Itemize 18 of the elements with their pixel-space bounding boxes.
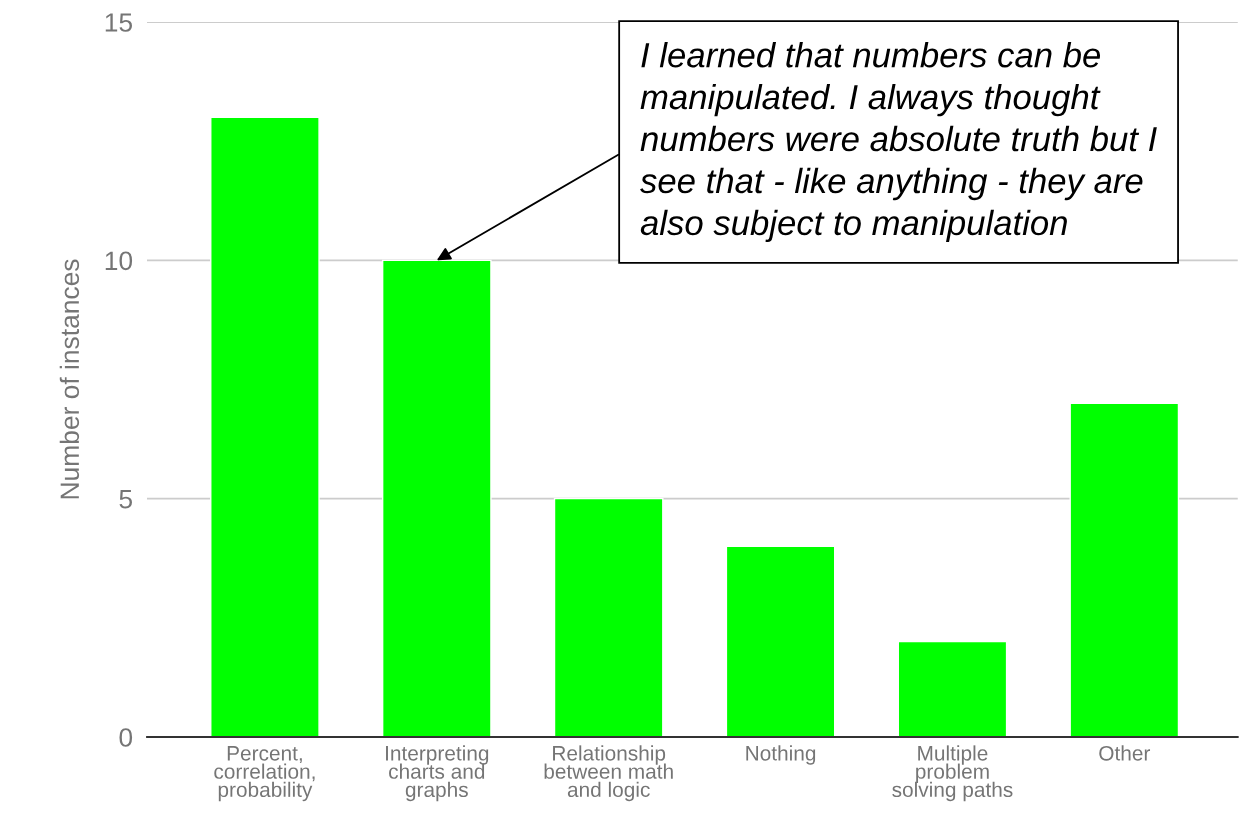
- y-tick-label: 10: [105, 251, 133, 271]
- y-axis-title: Number of instances: [59, 259, 80, 499]
- bar: [1069, 402, 1180, 737]
- bar: [381, 259, 492, 737]
- annotation: I learned that numbers can be manipulated. I always thought numbers were absolute truth but I see that - like anything - they are also subject to manipulation: [640, 42, 1157, 243]
- y-tick-label: 0: [119, 728, 133, 747]
- bar: [897, 640, 1008, 737]
- bar: [210, 116, 320, 737]
- x-tick-label: Relationship between math and logic: [544, 745, 673, 802]
- y-tick-label: 5: [119, 490, 133, 509]
- y-tick-label: 15: [105, 13, 133, 32]
- bar: [725, 545, 836, 737]
- x-tick-label: Interpreting charts and graphs: [386, 745, 489, 802]
- bar: [553, 497, 664, 737]
- x-tick-label: Multiple problem solving paths: [892, 745, 1013, 802]
- x-tick-label: Percent, correlation, probability: [214, 746, 315, 802]
- x-tick-label: Other: [1099, 745, 1151, 761]
- x-tick-label: Nothing: [746, 745, 816, 765]
